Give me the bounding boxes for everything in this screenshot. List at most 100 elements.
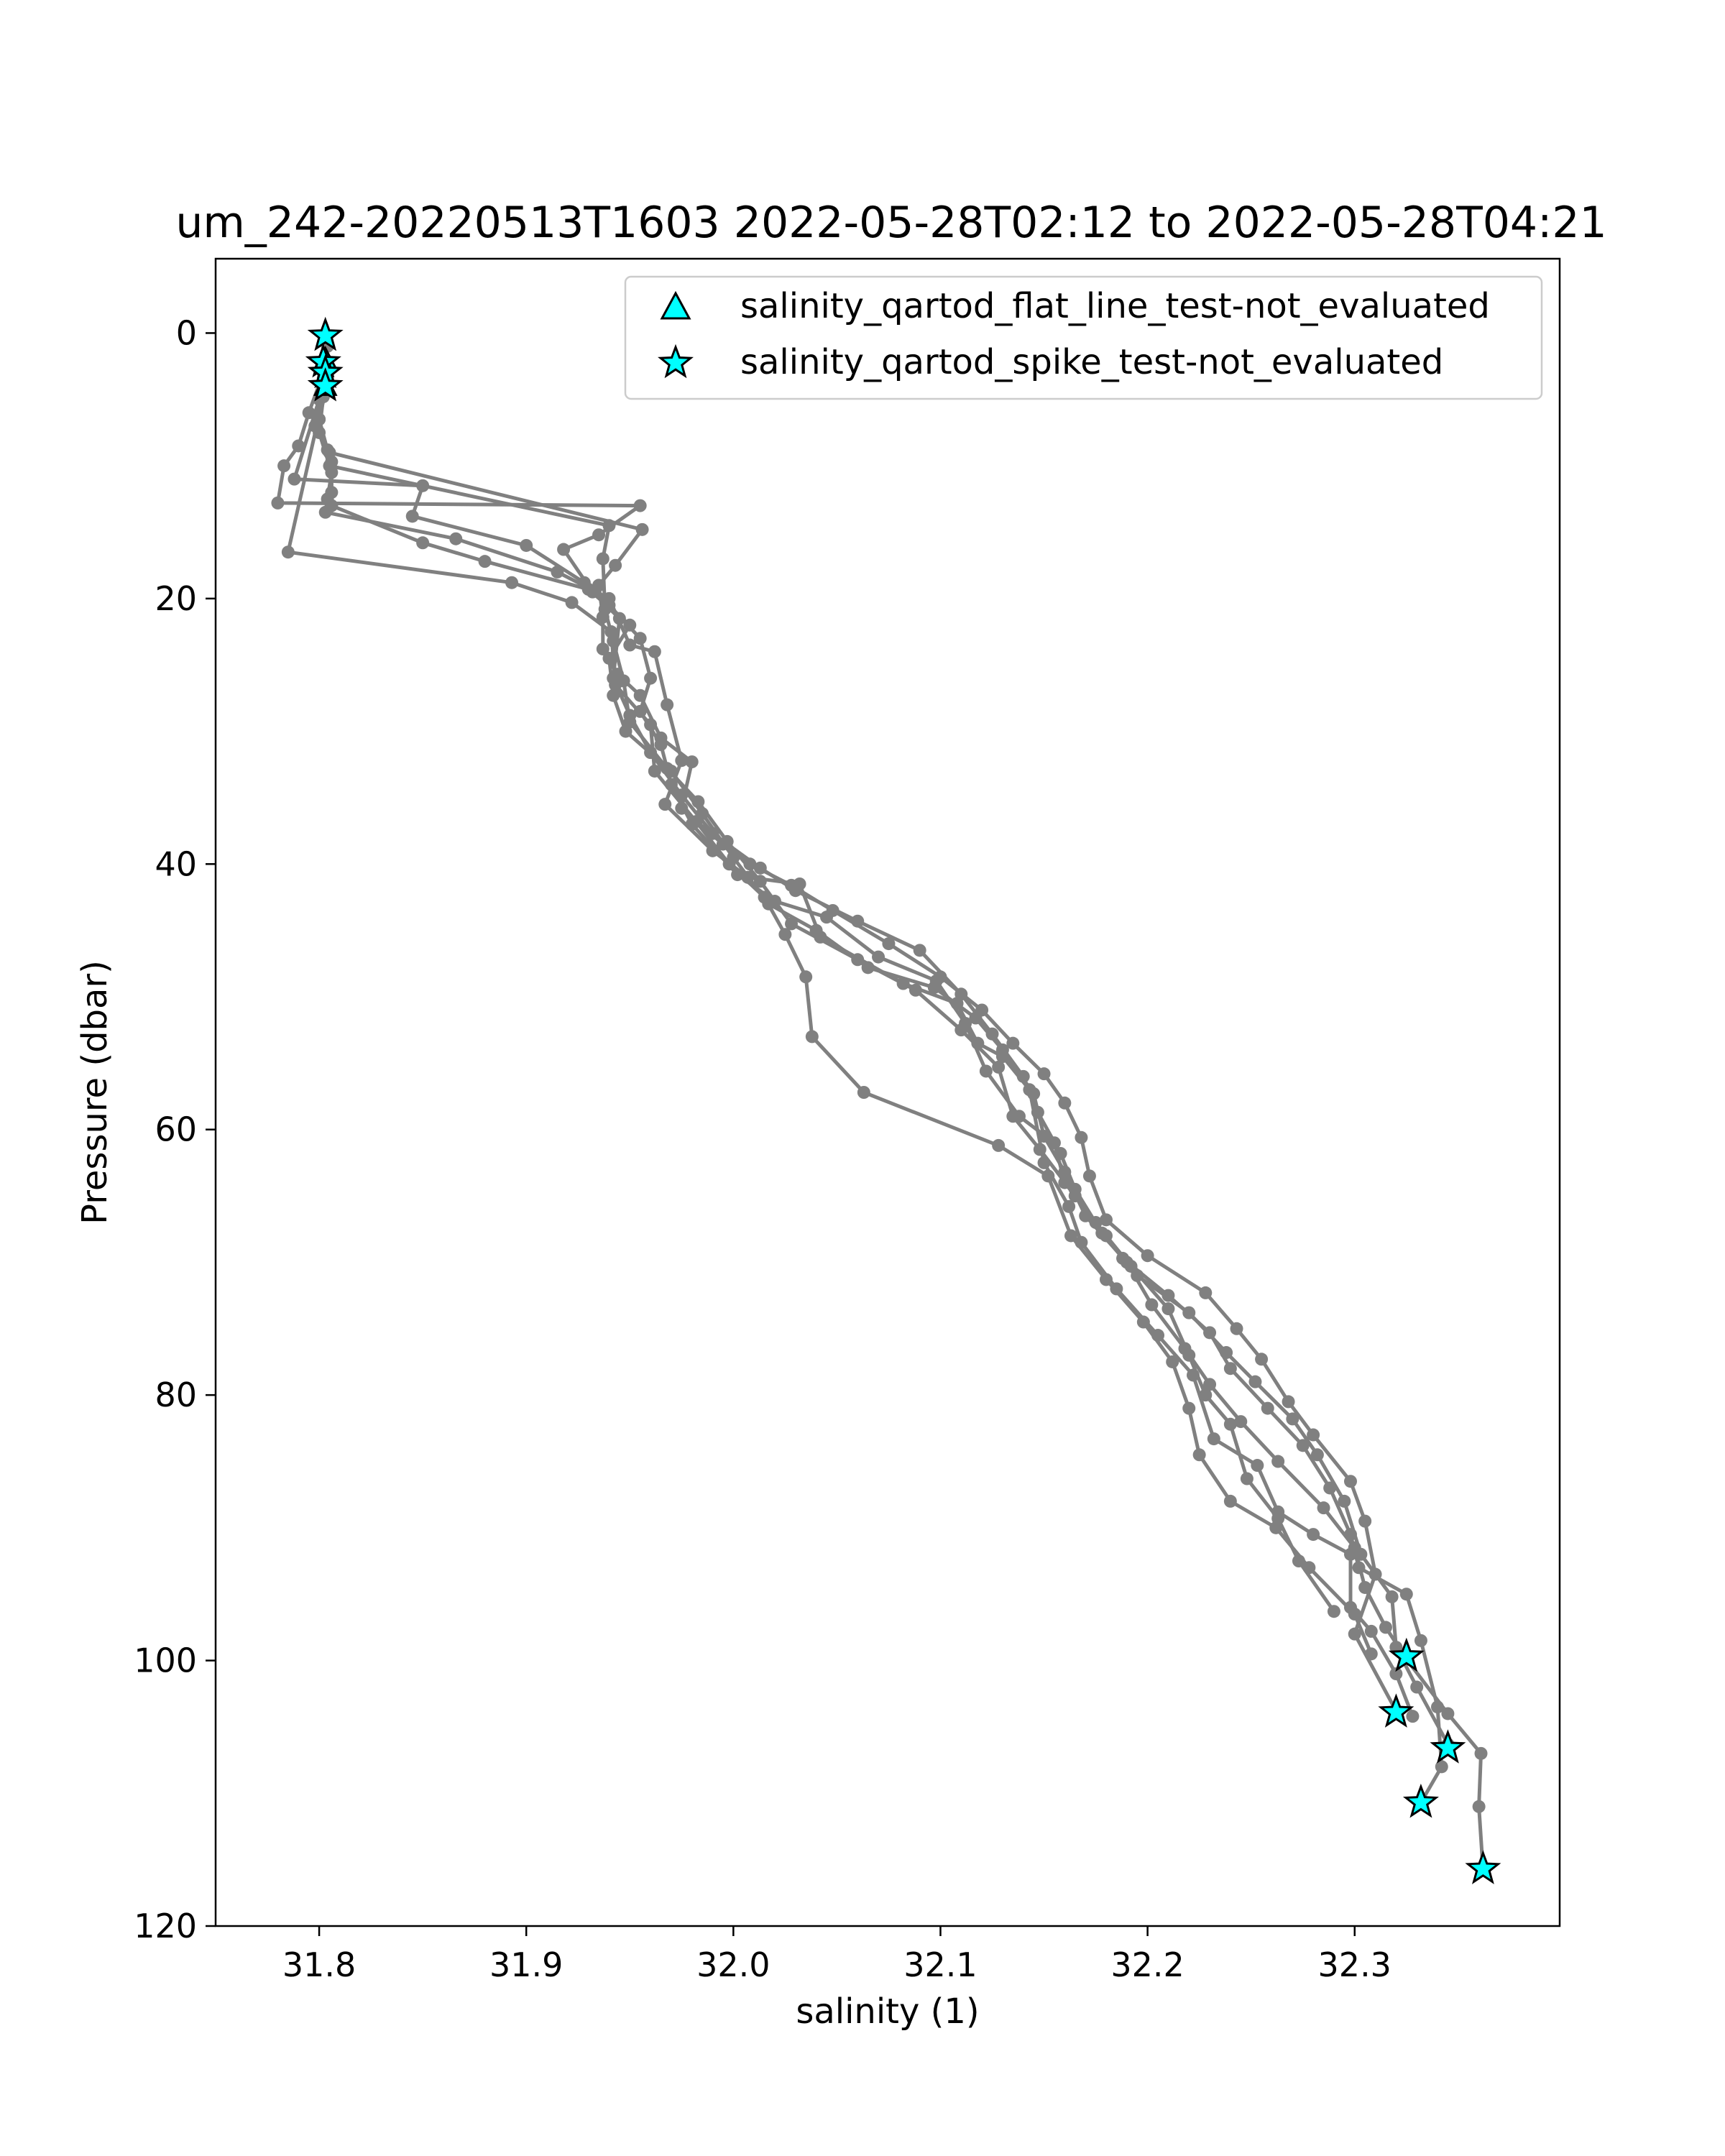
profile-point [675, 788, 689, 802]
profile-point [654, 738, 668, 752]
profile-point [1240, 1472, 1254, 1485]
profile-point [602, 651, 616, 665]
profile-point [565, 596, 579, 609]
profile-point [929, 974, 943, 987]
profile-point [1033, 1143, 1046, 1156]
profile-point [1199, 1286, 1213, 1299]
spike-flag-marker [307, 367, 344, 402]
profile-point [954, 1023, 968, 1037]
profile-point [1223, 1362, 1237, 1376]
profile-point [1041, 1169, 1055, 1183]
legend-label-spike: salinity_qartod_spike_test-not_evaluated [740, 342, 1443, 382]
profile-point [1145, 1298, 1159, 1312]
profile-point [675, 754, 689, 768]
profile-point [985, 1027, 999, 1041]
profile-point [1431, 1700, 1444, 1714]
spike-flag-marker [1402, 1783, 1439, 1818]
profile-point [1220, 1346, 1233, 1360]
profile-point [648, 645, 661, 658]
profile-point [1151, 1329, 1165, 1342]
profile-point [609, 558, 622, 572]
profile-point [1271, 1511, 1285, 1525]
profile-point [302, 406, 316, 420]
profile-point [675, 801, 689, 815]
profile-point [979, 1064, 993, 1078]
profile-point [648, 764, 661, 778]
y-tick-label: 60 [155, 1110, 197, 1149]
profile-point [1058, 1165, 1072, 1179]
profile-point [416, 479, 430, 492]
profile-point [1292, 1554, 1305, 1568]
legend-star-shape [658, 344, 694, 379]
profile-point [1354, 1547, 1368, 1561]
profile-point [814, 930, 827, 944]
profile-point [691, 795, 705, 808]
profile-point [1251, 1459, 1264, 1473]
chart-title: um_242-20220513T1603 2022-05-28T02:12 to… [175, 198, 1606, 248]
profile-point [623, 638, 637, 652]
x-tick-label: 32.2 [1110, 1945, 1184, 1984]
profile-point [1099, 1213, 1113, 1227]
profile-point [1343, 1475, 1357, 1488]
legend-star-icon [658, 344, 694, 379]
profile-point [1031, 1105, 1044, 1119]
profile-point [685, 755, 699, 769]
y-tick-label: 100 [134, 1641, 197, 1680]
plot-frame [214, 257, 1561, 1927]
profile-point [1399, 1588, 1413, 1601]
profile-point [1099, 1273, 1113, 1286]
profile-point [1099, 1229, 1113, 1243]
x-tick-label: 32.0 [696, 1945, 770, 1984]
profile-point [1006, 1110, 1020, 1123]
profile-point [323, 446, 336, 459]
profile-point [505, 576, 519, 589]
profile-point [1385, 1590, 1399, 1603]
profile-point [592, 528, 606, 542]
profile-point [1282, 1395, 1295, 1409]
profile-point [478, 555, 492, 568]
spike-flag-marker [1378, 1693, 1414, 1728]
profile-point [592, 579, 606, 592]
profile-point [851, 914, 865, 928]
profile-point [1223, 1494, 1237, 1508]
profile-point [661, 698, 674, 711]
profile-point [658, 798, 672, 811]
profile-point [318, 505, 332, 519]
profile-point [743, 857, 757, 871]
profile-point [313, 413, 326, 426]
profile-point [1414, 1634, 1427, 1647]
profile-point [633, 499, 647, 512]
profile-point [623, 618, 637, 632]
profile-point [644, 746, 658, 760]
profile-point [1472, 1800, 1486, 1813]
profile-point [644, 718, 658, 732]
profile-point [995, 1050, 1009, 1064]
profile-point [292, 439, 305, 453]
y-axis-label: Pressure (dbar) [75, 960, 115, 1225]
profile-point [722, 857, 736, 871]
profile-point [1261, 1401, 1274, 1415]
profile-point [1047, 1136, 1061, 1150]
profile-point [1136, 1315, 1150, 1329]
profile-point [1327, 1605, 1340, 1618]
profile-point [1323, 1481, 1337, 1495]
profile-point [612, 612, 626, 625]
profile-point [1230, 1322, 1243, 1335]
profile-point [1075, 1235, 1088, 1249]
profile-point [1310, 1448, 1324, 1462]
profile-point [1343, 1547, 1357, 1561]
profile-point [950, 997, 964, 1010]
y-tick-label: 80 [155, 1376, 197, 1414]
profile-point [1364, 1624, 1378, 1638]
axis-ticks: 31.8 31.9 32.0 32.1 32.2 32.3 0 20 40 60 80 100 120 [134, 313, 1392, 1984]
profile-point [1054, 1146, 1067, 1160]
profile-point [1307, 1528, 1320, 1542]
profile-point [805, 1030, 819, 1044]
profile-point [913, 944, 926, 957]
profile-point [313, 425, 326, 439]
y-tick-label: 120 [134, 1907, 197, 1945]
profile-point [633, 704, 647, 718]
profile-point [861, 961, 875, 975]
profile-point [1110, 1282, 1123, 1296]
profile-point [1162, 1302, 1175, 1316]
